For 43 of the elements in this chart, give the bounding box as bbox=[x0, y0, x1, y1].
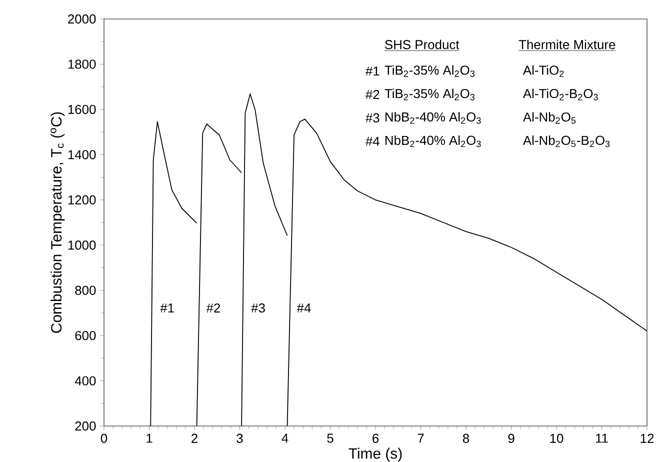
x-tick-label: 2 bbox=[192, 434, 198, 443]
annotation: Al-TiO$_{2}$-B$_{2}$O$_{3}$ bbox=[522, 88, 598, 100]
x-tick-label: 6 bbox=[372, 434, 379, 443]
x-tick-label: 7 bbox=[418, 434, 424, 443]
y-tick-label: 1400 bbox=[68, 150, 96, 160]
annotation: TiB$_{2}$-35% Al$_{2}$O$_{3}$ bbox=[384, 88, 475, 100]
annotation: #4 bbox=[366, 136, 380, 146]
x-tick-label: 5 bbox=[327, 434, 334, 443]
annotation: Al-Nb$_{2}$O$_{5}$ bbox=[522, 112, 576, 124]
x-axis-title: Time (s) bbox=[348, 448, 402, 462]
y-tick-label: 600 bbox=[75, 330, 96, 340]
y-tick-label: 1600 bbox=[68, 104, 96, 114]
x-tick-label: 12 bbox=[640, 434, 654, 443]
series-label: #1 bbox=[160, 304, 174, 312]
annotation: #3 bbox=[366, 113, 380, 122]
x-tick-label: 8 bbox=[462, 434, 470, 443]
series-label: #2 bbox=[206, 303, 220, 312]
y-axis-title: Combustion Temperature, T$_{c}$ ($^{o}$C) bbox=[50, 112, 65, 333]
x-tick-label: 4 bbox=[282, 434, 288, 443]
y-tick-label: 400 bbox=[74, 376, 96, 386]
y-tick-label: 800 bbox=[75, 286, 96, 295]
series-label: #3 bbox=[251, 303, 265, 313]
annotation: #2 bbox=[366, 90, 380, 100]
y-tick-label: 1000 bbox=[68, 240, 96, 250]
annotation: NbB$_{2}$-40% Al$_{2}$O$_{3}$ bbox=[386, 112, 481, 124]
annotation: Al-TiO$_{2}$ bbox=[522, 65, 564, 77]
y-tick-label: 1200 bbox=[68, 195, 96, 204]
annotation: Thermite Mixture bbox=[518, 40, 616, 50]
x-tick-label: 3 bbox=[236, 434, 243, 443]
annotation: SHS Product bbox=[385, 40, 460, 50]
x-tick-label: 1 bbox=[146, 434, 152, 443]
x-tick-label: 0 bbox=[100, 434, 108, 443]
x-tick-label: 9 bbox=[508, 434, 514, 443]
annotation: Al-Nb$_{2}$O$_{5}$-B$_{2}$O$_{3}$ bbox=[522, 135, 610, 148]
x-tick-label: 11 bbox=[596, 434, 608, 443]
y-tick-label: 1800 bbox=[68, 60, 96, 69]
x-tick-label: 10 bbox=[550, 434, 564, 443]
series-label: #4 bbox=[296, 304, 311, 312]
annotation: TiB$_{2}$-35% Al$_{2}$O$_{3}$ bbox=[384, 65, 475, 77]
y-tick-label: 200 bbox=[75, 421, 96, 431]
y-tick-label: 2000 bbox=[68, 14, 96, 24]
annotation: #1 bbox=[366, 66, 380, 76]
annotation: NbB$_{2}$-40% Al$_{2}$O$_{3}$ bbox=[386, 135, 481, 148]
